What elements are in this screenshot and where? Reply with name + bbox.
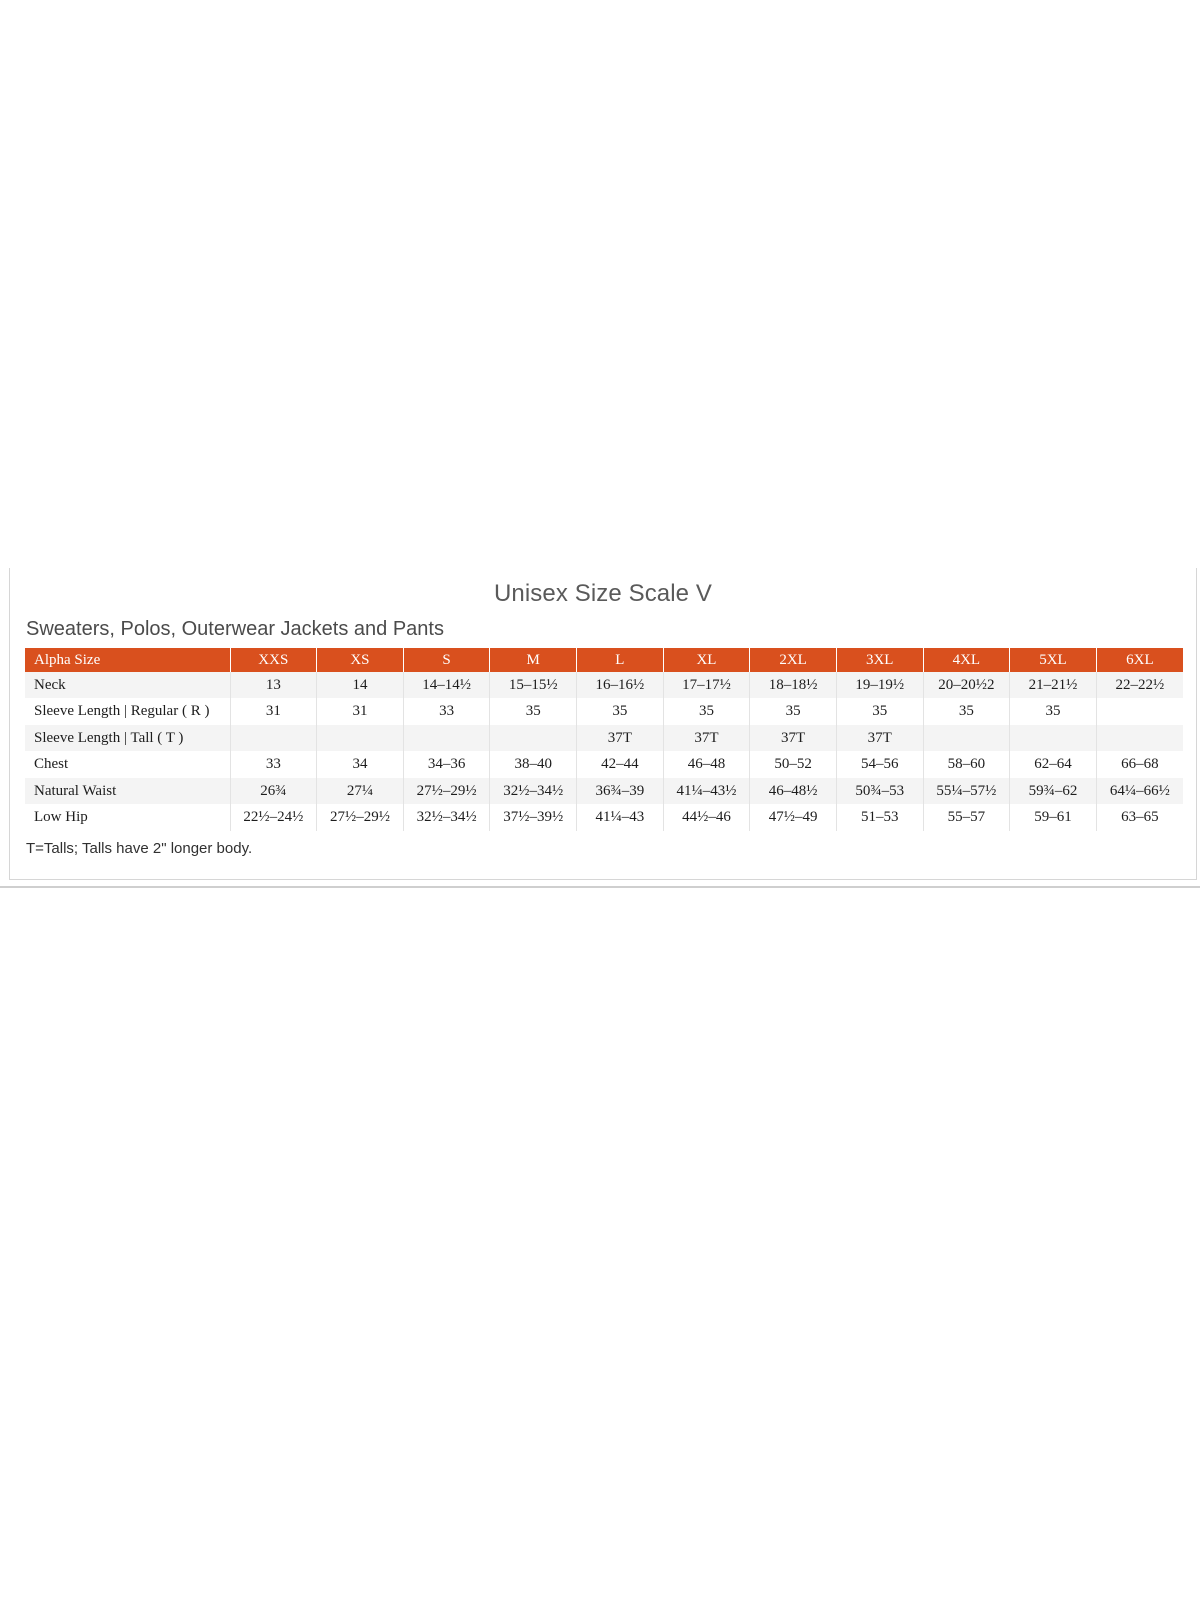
table-row: Natural Waist 26¾ 27¼ 27½–29½ 32½–34½ 36… — [25, 777, 1183, 805]
row-label-neck: Neck — [25, 671, 231, 699]
table-cell: 37T — [749, 724, 837, 752]
table-row: Low Hip 22½–24½ 27½–29½ 32½–34½ 37½–39½ … — [25, 804, 1183, 831]
table-cell: 22½–24½ — [230, 804, 318, 831]
table-row: Sleeve Length | Tall ( T ) 37T 37T 37T 3… — [25, 724, 1183, 752]
table-cell: 32½–34½ — [403, 804, 491, 831]
column-header-4xl: 4XL — [923, 647, 1011, 672]
table-cell: 22–22½ — [1096, 671, 1183, 699]
column-header-m: M — [489, 647, 577, 672]
table-cell: 17–17½ — [663, 671, 751, 699]
row-label-low-hip: Low Hip — [25, 804, 231, 831]
page-divider-rule — [0, 886, 1200, 888]
row-label-chest: Chest — [25, 751, 231, 778]
table-body: Neck 13 14 14–14½ 15–15½ 16–16½ 17–17½ 1… — [25, 671, 1183, 831]
table-cell — [923, 724, 1011, 752]
table-header-row: Alpha Size XXS XS S M L XL 2XL 3XL 4XL 5… — [25, 647, 1183, 672]
table-cell — [230, 724, 318, 752]
table-cell: 55–57 — [923, 804, 1011, 831]
chart-footnote: T=Talls; Talls have 2" longer body. — [26, 839, 253, 857]
size-chart-table: Alpha Size XXS XS S M L XL 2XL 3XL 4XL 5… — [25, 647, 1183, 831]
table-cell: 35 — [836, 698, 924, 725]
table-cell: 18–18½ — [749, 671, 837, 699]
column-header-xs: XS — [316, 647, 404, 672]
table-cell: 36¾–39 — [576, 777, 664, 805]
table-cell — [1096, 698, 1183, 725]
table-cell: 66–68 — [1096, 751, 1183, 778]
table-cell: 26¾ — [230, 777, 318, 805]
table-cell — [403, 724, 491, 752]
table-cell: 13 — [230, 671, 318, 699]
table-cell: 50¾–53 — [836, 777, 924, 805]
table-cell: 16–16½ — [576, 671, 664, 699]
column-header-5xl: 5XL — [1009, 647, 1097, 672]
row-label-natural-waist: Natural Waist — [25, 777, 231, 805]
column-header-6xl: 6XL — [1096, 647, 1183, 672]
row-label-sleeve-length-regular: Sleeve Length | Regular ( R ) — [25, 698, 231, 725]
table-cell: 34–36 — [403, 751, 491, 778]
column-header-l: L — [576, 647, 664, 672]
table-cell: 14–14½ — [403, 671, 491, 699]
table-cell: 42–44 — [576, 751, 664, 778]
table-cell: 59¾–62 — [1009, 777, 1097, 805]
table-cell: 19–19½ — [836, 671, 924, 699]
column-header-3xl: 3XL — [836, 647, 924, 672]
table-cell: 50–52 — [749, 751, 837, 778]
table-cell: 46–48 — [663, 751, 751, 778]
table-cell: 31 — [230, 698, 318, 725]
table-cell: 35 — [576, 698, 664, 725]
table-header: Alpha Size XXS XS S M L XL 2XL 3XL 4XL 5… — [25, 647, 1183, 672]
table-cell: 35 — [923, 698, 1011, 725]
table-cell: 35 — [749, 698, 837, 725]
table-cell: 37T — [663, 724, 751, 752]
table-cell: 41¼–43½ — [663, 777, 751, 805]
table-cell — [489, 724, 577, 752]
table-cell: 33 — [230, 751, 318, 778]
table-cell: 32½–34½ — [489, 777, 577, 805]
table-cell: 33 — [403, 698, 491, 725]
column-header-xxs: XXS — [230, 647, 318, 672]
column-header-xl: XL — [663, 647, 751, 672]
table-cell: 62–64 — [1009, 751, 1097, 778]
chart-subtitle: Sweaters, Polos, Outerwear Jackets and P… — [26, 617, 444, 640]
table-cell: 37T — [576, 724, 664, 752]
table-cell — [316, 724, 404, 752]
table-cell: 15–15½ — [489, 671, 577, 699]
table-cell: 27½–29½ — [316, 804, 404, 831]
table-cell: 37½–39½ — [489, 804, 577, 831]
table-cell: 35 — [663, 698, 751, 725]
row-label-sleeve-length-tall: Sleeve Length | Tall ( T ) — [25, 724, 231, 752]
size-chart-panel: Unisex Size Scale V Sweaters, Polos, Out… — [9, 568, 1197, 880]
table-cell: 37T — [836, 724, 924, 752]
table-cell: 59–61 — [1009, 804, 1097, 831]
column-header-s: S — [403, 647, 491, 672]
table-cell: 27¼ — [316, 777, 404, 805]
table-cell: 47½–49 — [749, 804, 837, 831]
table-cell: 34 — [316, 751, 404, 778]
table-cell: 63–65 — [1096, 804, 1183, 831]
table-cell: 31 — [316, 698, 404, 725]
table-row: Chest 33 34 34–36 38–40 42–44 46–48 50–5… — [25, 751, 1183, 778]
table-cell: 44½–46 — [663, 804, 751, 831]
table-cell: 46–48½ — [749, 777, 837, 805]
table-cell: 41¼–43 — [576, 804, 664, 831]
table-cell: 20–20½2 — [923, 671, 1011, 699]
table-cell: 35 — [1009, 698, 1097, 725]
table-cell: 54–56 — [836, 751, 924, 778]
column-header-alpha-size: Alpha Size — [25, 647, 231, 672]
table-cell — [1009, 724, 1097, 752]
table-cell: 14 — [316, 671, 404, 699]
table-row: Neck 13 14 14–14½ 15–15½ 16–16½ 17–17½ 1… — [25, 671, 1183, 699]
page-title: Unisex Size Scale V — [494, 580, 712, 607]
table-row: Sleeve Length | Regular ( R ) 31 31 33 3… — [25, 698, 1183, 725]
table-cell: 27½–29½ — [403, 777, 491, 805]
table-cell: 64¼–66½ — [1096, 777, 1183, 805]
table-cell: 58–60 — [923, 751, 1011, 778]
table-cell: 38–40 — [489, 751, 577, 778]
column-header-2xl: 2XL — [749, 647, 837, 672]
table-cell — [1096, 724, 1183, 752]
table-cell: 35 — [489, 698, 577, 725]
table-cell: 55¼–57½ — [923, 777, 1011, 805]
table-cell: 21–21½ — [1009, 671, 1097, 699]
table-cell: 51–53 — [836, 804, 924, 831]
